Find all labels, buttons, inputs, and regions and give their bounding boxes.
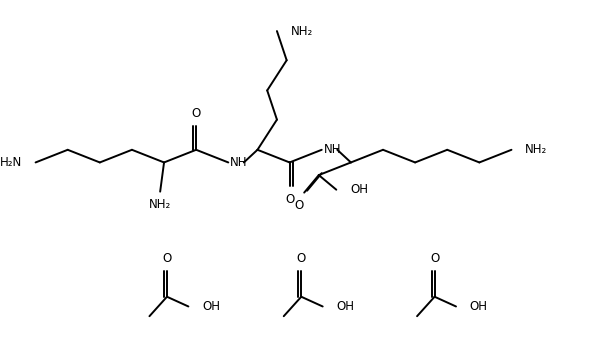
Text: O: O [285, 193, 294, 206]
Text: NH₂: NH₂ [149, 198, 171, 211]
Text: O: O [297, 252, 306, 265]
Text: NH: NH [324, 143, 341, 156]
Text: OH: OH [469, 300, 487, 313]
Text: O: O [294, 200, 304, 212]
Text: NH₂: NH₂ [290, 25, 313, 37]
Text: NH₂: NH₂ [525, 143, 548, 156]
Text: OH: OH [202, 300, 220, 313]
Text: O: O [162, 252, 172, 265]
Text: O: O [192, 107, 201, 120]
Text: O: O [430, 252, 439, 265]
Text: OH: OH [350, 183, 368, 196]
Text: H₂N: H₂N [0, 156, 22, 169]
Text: OH: OH [337, 300, 355, 313]
Text: NH: NH [230, 156, 248, 169]
